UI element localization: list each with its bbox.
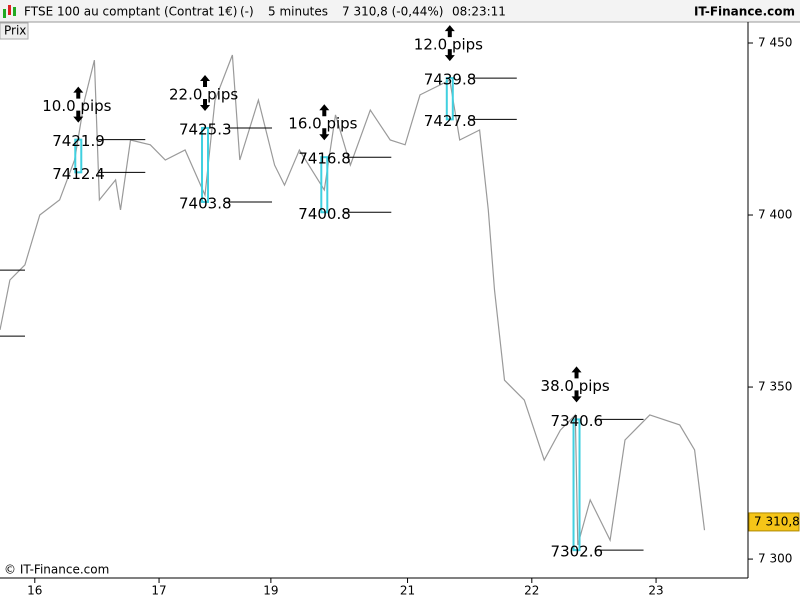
y-tick-label: 7 300 xyxy=(758,552,792,566)
x-tick-label: 21 xyxy=(400,584,415,598)
pips-label: 12.0 pips xyxy=(414,36,483,54)
high-label: 7425.3 xyxy=(179,120,232,138)
title: FTSE 100 au comptant (Contrat 1€) xyxy=(24,5,237,19)
up-arrow xyxy=(319,104,330,117)
high-label: 7340.6 xyxy=(551,412,604,430)
footer: © IT-Finance.com xyxy=(4,563,109,577)
up-arrow xyxy=(571,366,582,379)
range-band xyxy=(572,418,581,552)
down-arrow xyxy=(319,128,330,141)
low-label: 7400.8 xyxy=(298,205,351,223)
header-icon xyxy=(3,5,16,18)
range-band xyxy=(320,156,329,214)
time: 08:23:11 xyxy=(452,5,506,19)
x-tick-label: 17 xyxy=(151,584,166,598)
low-label: 7412.4 xyxy=(52,165,105,183)
last-price-label: 7 310,8 xyxy=(754,514,800,528)
pips-label: 38.0 pips xyxy=(541,377,610,395)
down-arrow xyxy=(73,110,84,123)
up-arrow xyxy=(200,74,211,87)
x-tick-label: 16 xyxy=(27,584,42,598)
period: 5 minutes xyxy=(268,5,328,19)
x-tick-label: 22 xyxy=(524,584,539,598)
y-tick-label: 7 350 xyxy=(758,380,792,394)
high-label: 7439.8 xyxy=(424,71,477,89)
brand: IT-Finance.com xyxy=(694,5,795,19)
price-line xyxy=(0,54,706,546)
pips-label: 10.0 pips xyxy=(42,97,111,115)
up-arrow xyxy=(73,86,84,99)
pips-label: 16.0 pips xyxy=(288,115,357,133)
down-arrow xyxy=(571,390,582,403)
y-tick-label: 7 450 xyxy=(758,35,792,49)
range-band xyxy=(74,138,83,174)
range-band xyxy=(445,77,454,121)
down-arrow xyxy=(200,98,211,111)
x-tick-label: 23 xyxy=(648,584,663,598)
high-label: 7421.9 xyxy=(52,132,105,150)
panel-label-box xyxy=(0,22,29,40)
high-label: 7416.8 xyxy=(298,150,351,168)
up-arrow xyxy=(444,25,455,38)
last-price-box xyxy=(748,512,800,532)
x-tick-label: 19 xyxy=(263,584,278,598)
low-label: 7302.6 xyxy=(551,543,604,561)
low-label: 7427.8 xyxy=(424,112,477,130)
panel-label: Prix xyxy=(4,24,26,38)
y-tick-label: 7 400 xyxy=(758,208,792,222)
flag: (-) xyxy=(240,5,254,19)
pips-label: 22.0 pips xyxy=(169,85,238,103)
low-label: 7403.8 xyxy=(179,194,232,212)
header-bar xyxy=(0,0,800,22)
quote: 7 310,8 (-0,44%) xyxy=(342,5,443,19)
down-arrow xyxy=(444,49,455,62)
range-band xyxy=(201,126,210,203)
